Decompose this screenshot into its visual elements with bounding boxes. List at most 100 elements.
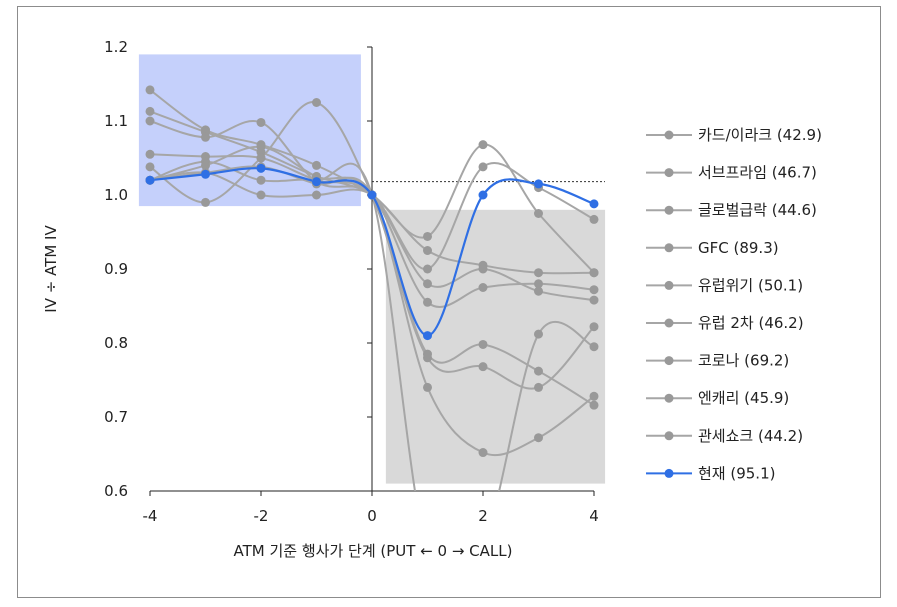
legend-label: 카드/이라크 (42.9) [698, 126, 822, 144]
data-point [312, 190, 321, 200]
data-point [145, 85, 155, 95]
legend-swatch-marker [664, 243, 674, 253]
data-point [256, 190, 266, 200]
legend-label: 서브프라임 (46.7) [698, 164, 817, 182]
data-point [478, 448, 488, 458]
series-line [149, 162, 595, 271]
data-point [256, 142, 266, 152]
data-point [478, 283, 488, 292]
data-point [145, 106, 155, 116]
x-tick-label: -2 [254, 507, 269, 525]
axes: 0.6 0.7 0.8 0.9 1.0 1.1 1.2 -4 -2 0 2 4 [104, 38, 605, 525]
data-point [367, 190, 377, 200]
legend-swatch-marker [664, 130, 674, 140]
data-point [312, 177, 321, 187]
legend-swatch-marker [664, 431, 674, 441]
data-point [478, 264, 488, 274]
data-point [423, 279, 432, 289]
shaded-regions [138, 54, 606, 484]
x-tick-label: -4 [143, 507, 158, 525]
data-point [312, 160, 321, 170]
data-point [534, 209, 543, 218]
data-point [589, 342, 599, 352]
legend-label: 현재 (95.1) [698, 464, 775, 482]
legend-swatch-marker [664, 318, 674, 328]
data-point [589, 214, 599, 224]
legend-swatch-marker [664, 468, 674, 478]
data-point [201, 132, 210, 142]
legend-item: 글로벌급락 (44.6) [646, 201, 817, 219]
data-point [423, 331, 432, 341]
data-point [534, 286, 543, 296]
data-point [423, 264, 432, 274]
legend-swatch-marker [664, 280, 674, 290]
y-tick-label: 0.6 [104, 482, 128, 500]
legend-swatch-marker [664, 205, 674, 215]
legend-label: GFC (89.3) [698, 239, 779, 257]
data-point [423, 297, 432, 307]
data-point [589, 199, 599, 209]
legend-item: 코로나 (69.2) [646, 352, 789, 370]
legend-item: 관세쇼크 (44.2) [646, 427, 803, 445]
legend-item: 카드/이라크 (42.9) [646, 126, 822, 144]
legend-label: 유럽위기 (50.1) [698, 276, 803, 294]
x-tick-label: 0 [367, 507, 377, 525]
data-point [534, 433, 543, 443]
data-point [534, 179, 543, 189]
series-line [149, 165, 595, 457]
data-point [478, 339, 488, 349]
y-tick-label: 1.0 [104, 186, 128, 204]
legend-label: 코로나 (69.2) [698, 352, 789, 370]
data-point [423, 349, 432, 359]
data-point [534, 382, 543, 392]
y-tick-label: 0.9 [104, 260, 128, 278]
data-point [423, 231, 432, 241]
series-line [149, 160, 595, 491]
legend-label: 글로벌급락 (44.6) [698, 201, 817, 219]
legend-swatch-marker [664, 168, 674, 178]
data-point [256, 153, 266, 163]
series-lines [149, 89, 595, 491]
data-point [589, 322, 599, 332]
y-tick-label: 0.8 [104, 334, 128, 352]
legend-label: 유럽 2차 (46.2) [698, 314, 804, 332]
legend-swatch-marker [664, 356, 674, 366]
data-point [589, 295, 599, 305]
data-point [534, 268, 543, 278]
y-tick-label: 1.1 [104, 112, 128, 130]
legend-item: 유럽 2차 (46.2) [646, 314, 804, 332]
legend-item: 서브프라임 (46.7) [646, 164, 817, 182]
series-line [149, 167, 595, 337]
legend-label: 엔캐리 (45.9) [698, 389, 789, 407]
series-points [145, 85, 599, 458]
legend-swatch-marker [664, 393, 674, 403]
data-point [145, 175, 155, 185]
y-tick-label: 1.2 [104, 38, 128, 56]
data-point [534, 366, 543, 376]
x-tick-label: 4 [589, 507, 599, 525]
legend-label: 관세쇼크 (44.2) [698, 427, 803, 445]
x-tick-label: 2 [478, 507, 488, 525]
data-point [312, 98, 321, 107]
data-point [478, 362, 488, 372]
data-point [256, 175, 266, 185]
data-point [145, 162, 155, 172]
data-point [589, 391, 599, 401]
data-point [534, 279, 543, 289]
y-tick-label: 0.7 [104, 408, 128, 426]
data-point [478, 190, 488, 200]
data-point [478, 140, 488, 150]
legend-item: 현재 (95.1) [646, 464, 775, 482]
legend-item: 유럽위기 (50.1) [646, 276, 803, 294]
data-point [478, 162, 488, 172]
data-point [201, 169, 210, 179]
legend-item: GFC (89.3) [646, 239, 779, 257]
data-point [145, 116, 155, 126]
data-point [589, 285, 599, 295]
y-axis-label: IV ÷ ATM IV [42, 225, 60, 313]
legend: 카드/이라크 (42.9) 서브프라임 (46.7) 글로벌급락 (44.6) GFC… [646, 126, 822, 482]
data-point [201, 197, 210, 207]
legend-item: 엔캐리 (45.9) [646, 389, 789, 407]
data-point [534, 329, 543, 339]
